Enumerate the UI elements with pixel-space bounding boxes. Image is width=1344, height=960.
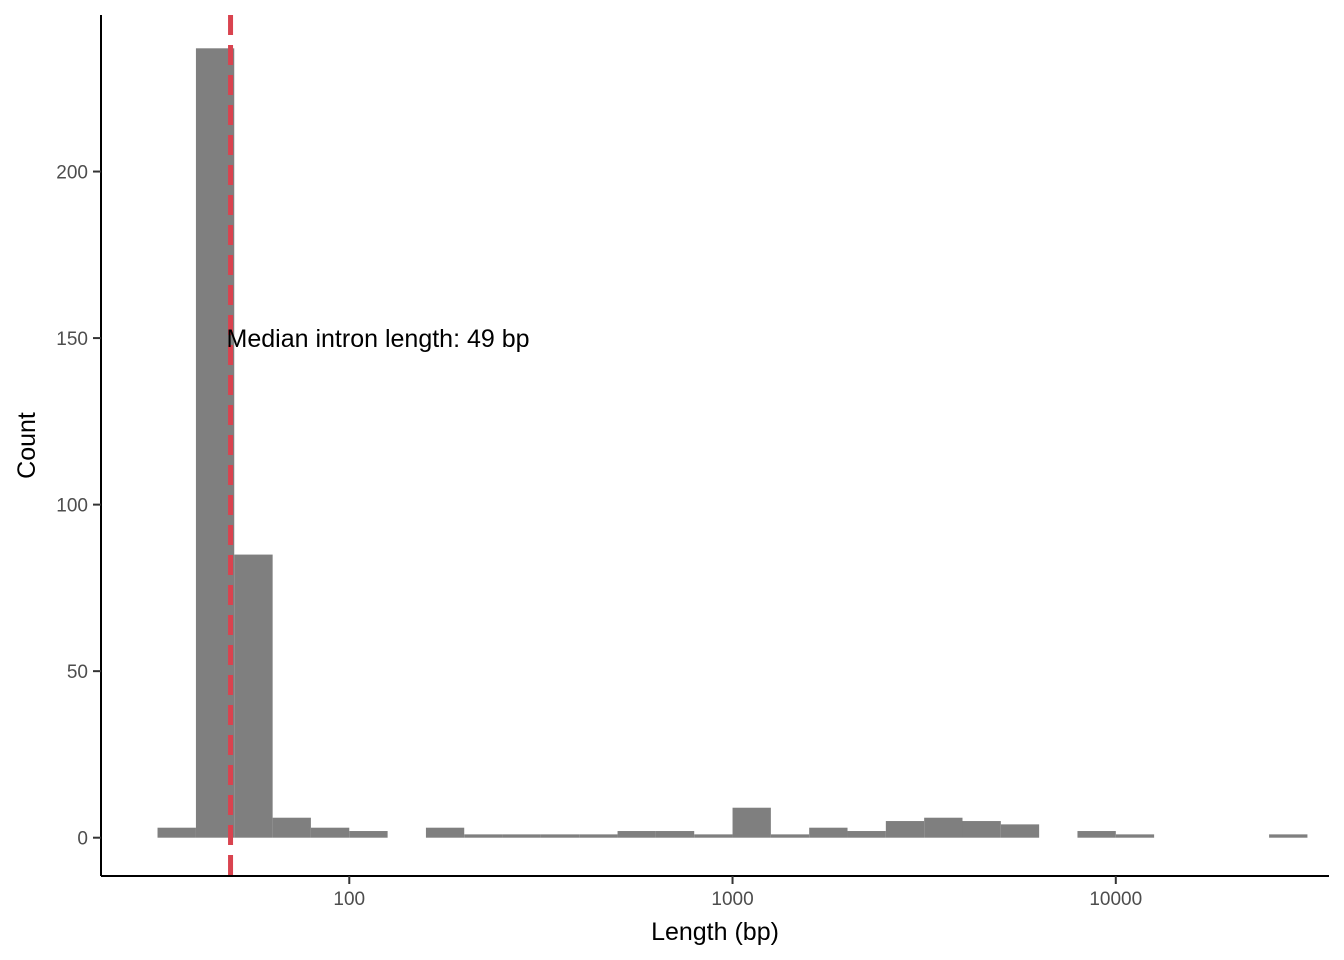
- histogram-bar: [694, 834, 733, 838]
- histogram-bar: [1000, 824, 1040, 838]
- y-tick-label: 0: [77, 829, 88, 850]
- histogram-bar: [579, 834, 618, 838]
- histogram-bar: [349, 831, 388, 838]
- histogram-bar: [425, 827, 465, 838]
- y-tick-label: 200: [56, 163, 88, 184]
- y-tick-label: 50: [67, 662, 88, 683]
- histogram-bar: [809, 827, 848, 838]
- histogram-bar: [885, 821, 925, 838]
- x-tick-label: 100: [333, 889, 365, 910]
- x-tick-label: 1000: [711, 889, 753, 910]
- axes: 0 50 100 150 200 100 1000 10000: [56, 15, 1329, 910]
- y-tick-label: 150: [56, 329, 88, 350]
- histogram-bar: [502, 834, 541, 838]
- histogram-bar: [770, 834, 810, 838]
- y-tick-label: 100: [56, 496, 88, 517]
- histogram-bar: [924, 817, 963, 838]
- histogram-bar: [1115, 834, 1155, 838]
- histogram-bar: [464, 834, 503, 838]
- x-axis-title: Length (bp): [651, 918, 779, 946]
- histogram-bar: [962, 821, 1001, 838]
- histogram-bar: [234, 554, 273, 838]
- histogram-bar: [847, 831, 886, 838]
- median-annotation: Median intron length: 49 bp: [227, 325, 530, 353]
- histogram-bar: [540, 834, 580, 838]
- histogram-bar: [732, 807, 771, 838]
- x-tick-label: 10000: [1089, 889, 1142, 910]
- y-axis-title: Count: [13, 412, 41, 479]
- histogram-bar: [655, 831, 695, 838]
- histogram-bar: [157, 827, 196, 838]
- histogram-bars: [157, 48, 1308, 838]
- histogram-bar: [310, 827, 350, 838]
- histogram-bar: [272, 817, 311, 838]
- histogram-bar: [195, 48, 235, 838]
- histogram-bar: [1269, 834, 1308, 838]
- annotation-layer: Median intron length: 49 bp: [227, 325, 530, 353]
- histogram-bar: [1077, 831, 1116, 838]
- histogram-bar: [617, 831, 656, 838]
